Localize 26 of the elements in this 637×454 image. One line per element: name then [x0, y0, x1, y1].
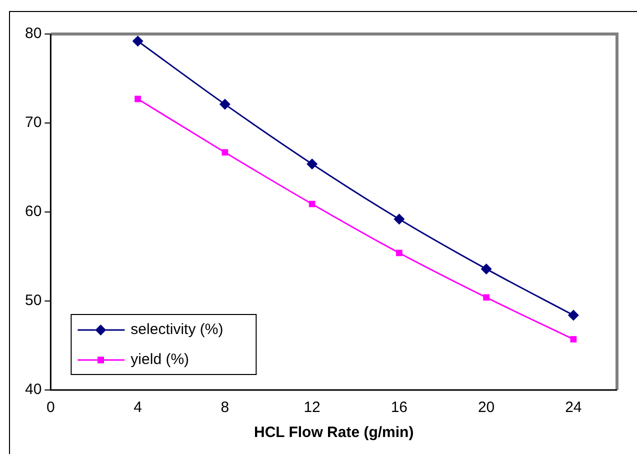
y-tick-label: 40	[24, 381, 42, 398]
point	[394, 214, 405, 225]
point	[219, 98, 230, 110]
y-tick-label: 60	[24, 203, 42, 220]
point	[483, 294, 490, 301]
x-tick-label: 16	[390, 399, 408, 416]
y-tick-label: 50	[24, 292, 42, 310]
point	[480, 263, 492, 274]
point	[568, 310, 579, 321]
point	[134, 96, 141, 102]
x-tick-label: 20	[478, 399, 495, 416]
point	[132, 36, 144, 47]
x-tick-label: 24	[565, 399, 582, 416]
legend-label: selectivity (%)	[130, 321, 224, 338]
x-tick-label: 0	[46, 399, 55, 416]
y-tick-label: 70	[24, 114, 42, 132]
x-tick-label: 4	[134, 399, 142, 416]
x-axis-title: HCL Flow Rate (g/min)	[254, 424, 414, 442]
x-tick-label: 12	[304, 399, 320, 416]
point	[570, 336, 577, 342]
point	[222, 149, 228, 156]
x-tick-label: 8	[220, 399, 230, 416]
y-tick-label: 80	[24, 25, 42, 42]
point	[306, 158, 318, 170]
point	[396, 250, 402, 256]
legend-label: yield (%)	[130, 351, 190, 368]
